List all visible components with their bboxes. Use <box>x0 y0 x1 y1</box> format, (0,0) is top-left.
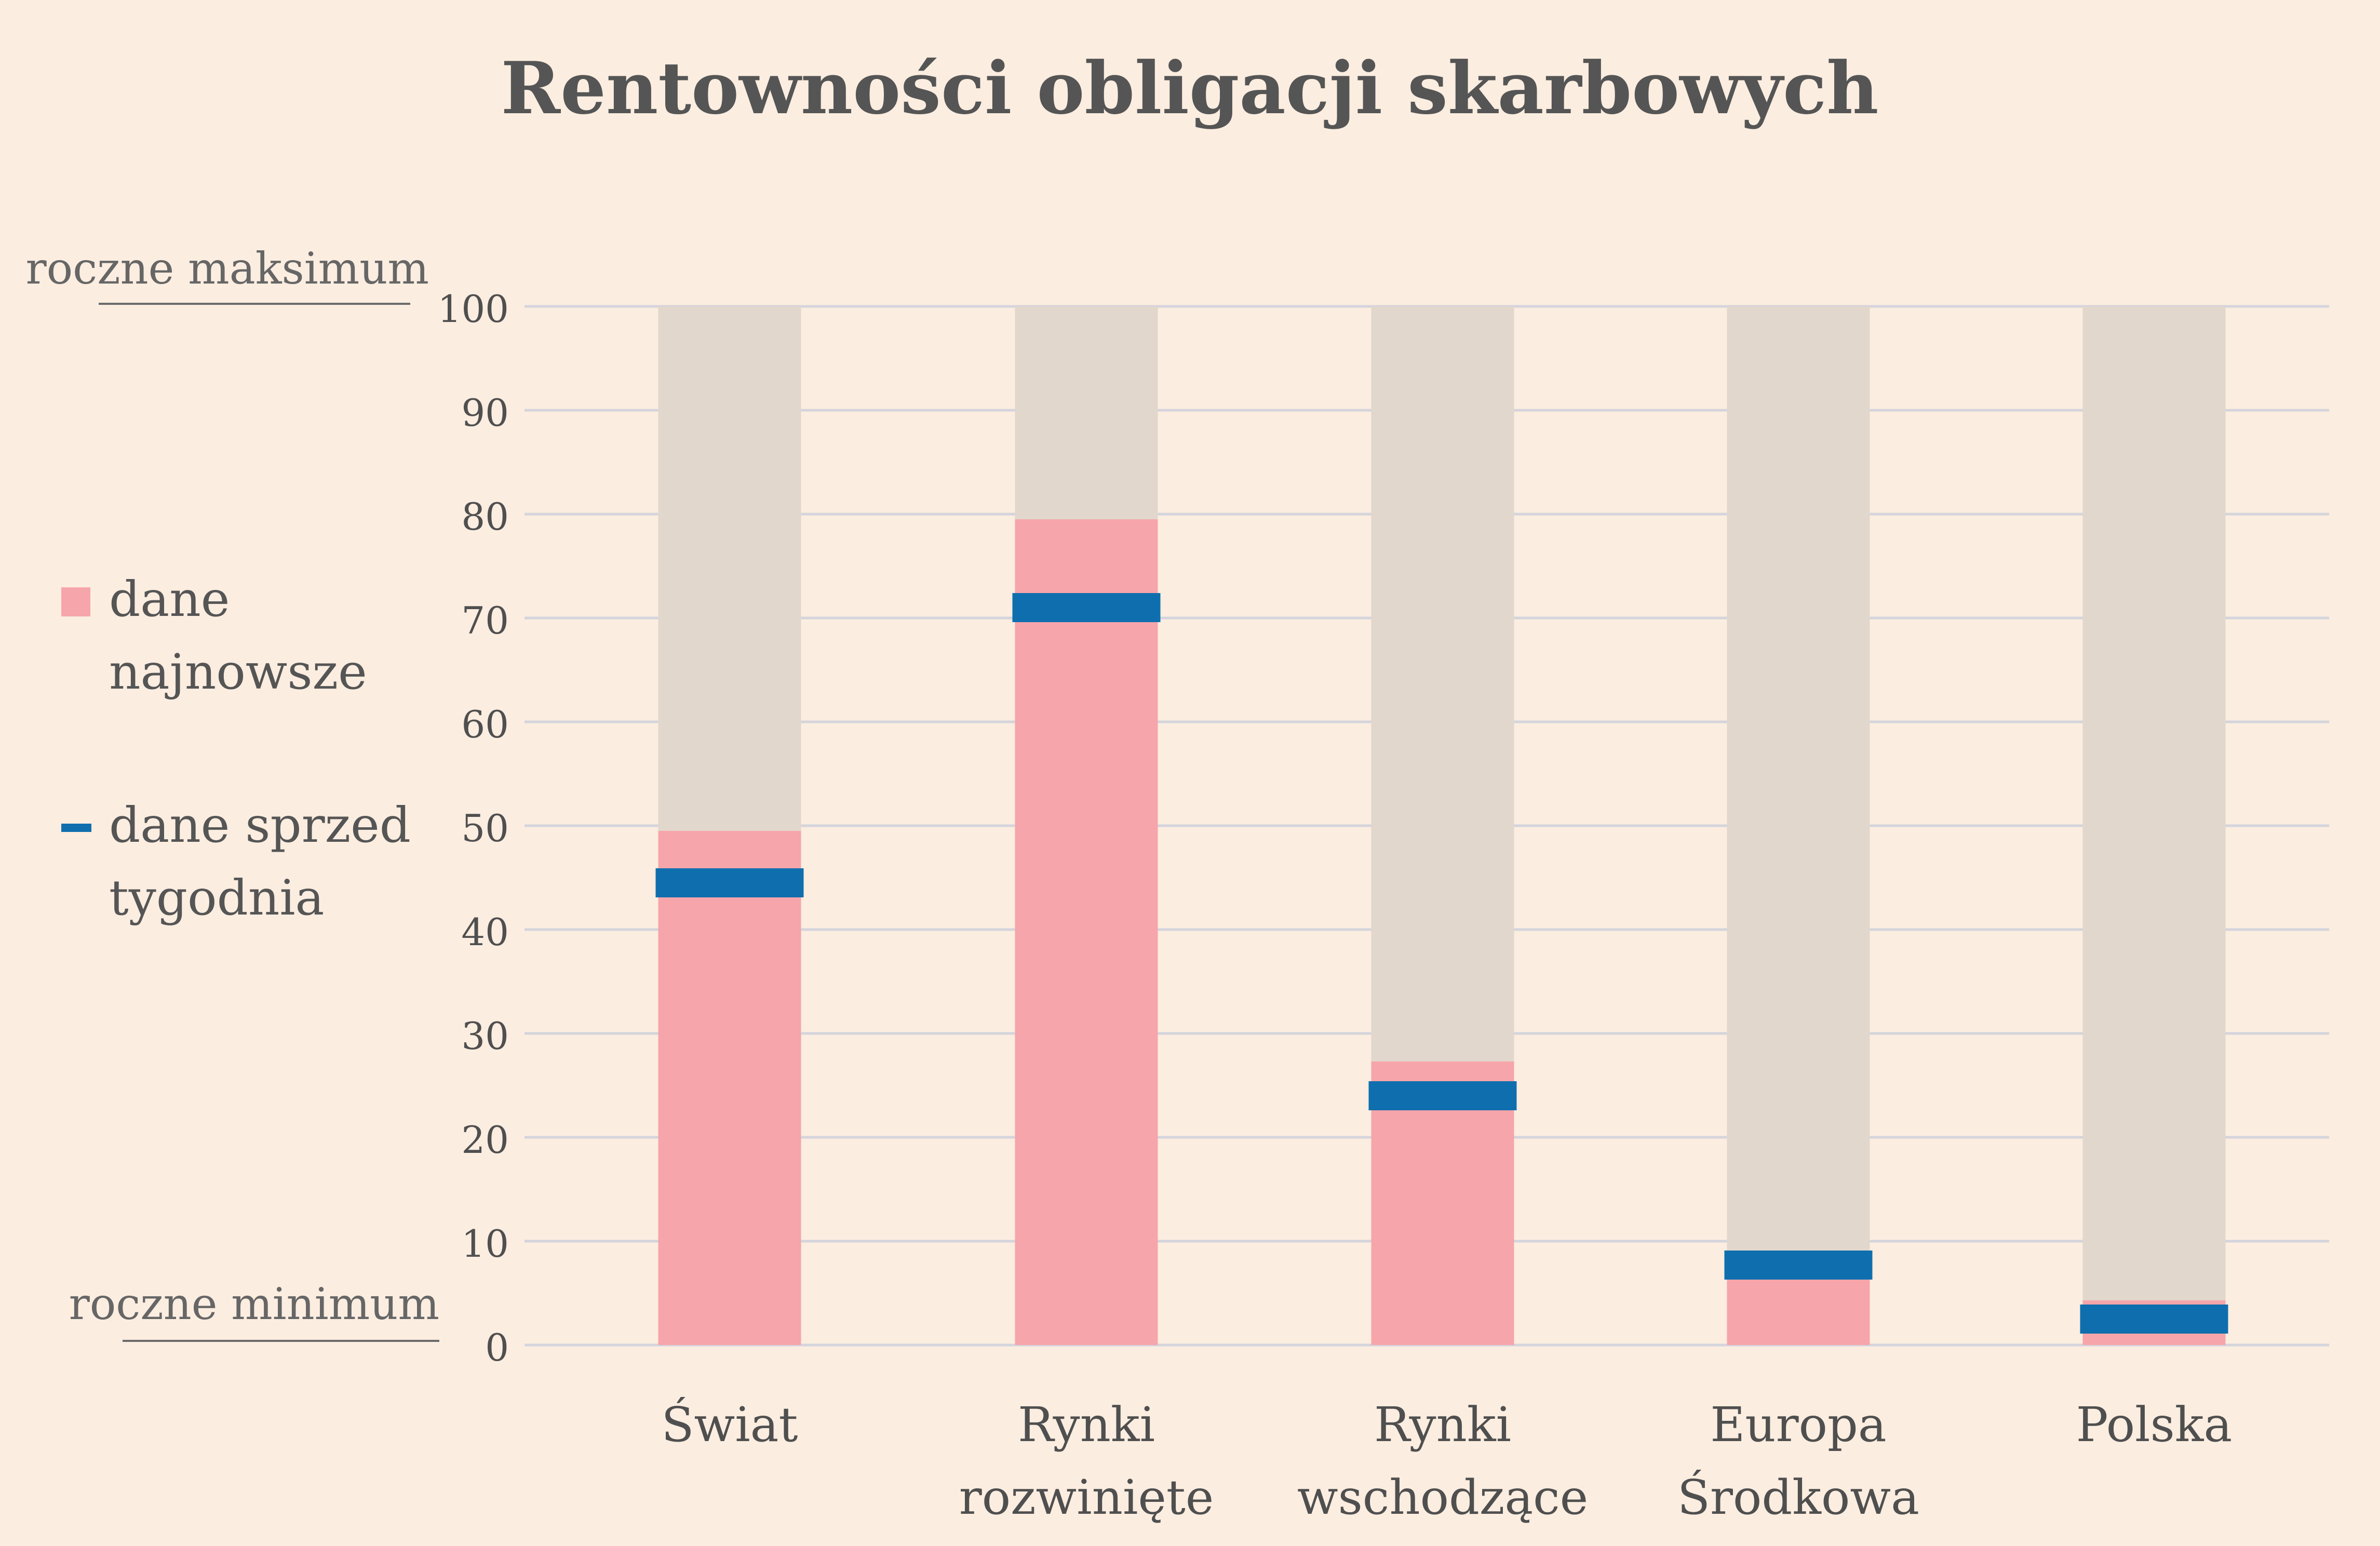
y-tick-label: 60 <box>461 703 509 746</box>
x-axis-labels: Świat Rynki rozwinięte Rynki wschodzące Europ… <box>661 1396 2232 1525</box>
y-tick-label: 10 <box>461 1222 509 1266</box>
week-ago-marker <box>2080 1305 2228 1334</box>
y-tick-label: 50 <box>461 806 509 850</box>
chart-title: Rentowności obligacji skarbowych <box>501 46 1879 130</box>
y-tick-label: 20 <box>461 1118 509 1162</box>
legend-label-latest-line2: najnowsze <box>109 644 367 701</box>
latest-bar <box>658 831 801 1345</box>
x-tick-label: Europa <box>1710 1397 1887 1453</box>
legend-item-latest: dane najnowsze <box>61 563 367 709</box>
y-tick-label: 70 <box>461 599 509 642</box>
week-ago-marker <box>1368 1081 1517 1110</box>
legend-label-week-ago-line1: dane sprzed <box>109 797 411 854</box>
week-ago-marker <box>655 868 804 897</box>
x-tick-label: rozwinięte <box>959 1470 1214 1525</box>
legend-swatch-week-ago <box>61 824 91 832</box>
range-bar <box>1727 306 1870 1345</box>
y-axis-ticks: 0 10 20 30 40 50 60 70 80 90 100 <box>438 287 509 1369</box>
x-tick-label: Rynki <box>1374 1397 1511 1453</box>
y-tick-label: 30 <box>461 1014 509 1058</box>
x-tick-label: Środkowa <box>1677 1469 1919 1525</box>
x-tick-label: wschodzące <box>1297 1470 1588 1525</box>
week-ago-marker <box>1724 1251 1873 1280</box>
y-tick-label: 40 <box>461 910 509 954</box>
annual-min-rule <box>123 1340 439 1342</box>
x-tick-label: Świat <box>661 1396 798 1453</box>
y-tick-label: 80 <box>461 495 509 539</box>
range-bar <box>2082 306 2226 1345</box>
legend-label-week-ago-line2: tygodnia <box>109 870 325 926</box>
legend-item-week-ago: dane sprzed tygodnia <box>61 789 411 935</box>
latest-bar <box>1015 519 1158 1345</box>
annual-min-label: roczne minimum <box>69 1279 439 1329</box>
legend-swatch-latest <box>61 587 90 616</box>
x-tick-label: Rynki <box>1018 1397 1155 1453</box>
week-ago-marker <box>1012 593 1161 622</box>
x-tick-label: Polska <box>2076 1397 2233 1453</box>
y-tick-label: 90 <box>461 391 509 435</box>
bars <box>655 306 2228 1345</box>
y-tick-label: 100 <box>438 287 509 331</box>
latest-bar <box>1727 1278 1870 1345</box>
legend-label-latest-line1: dane <box>109 571 230 628</box>
y-tick-label: 0 <box>485 1326 509 1369</box>
annual-max-rule <box>99 303 410 305</box>
annual-max-label: roczne maksimum <box>25 243 429 294</box>
